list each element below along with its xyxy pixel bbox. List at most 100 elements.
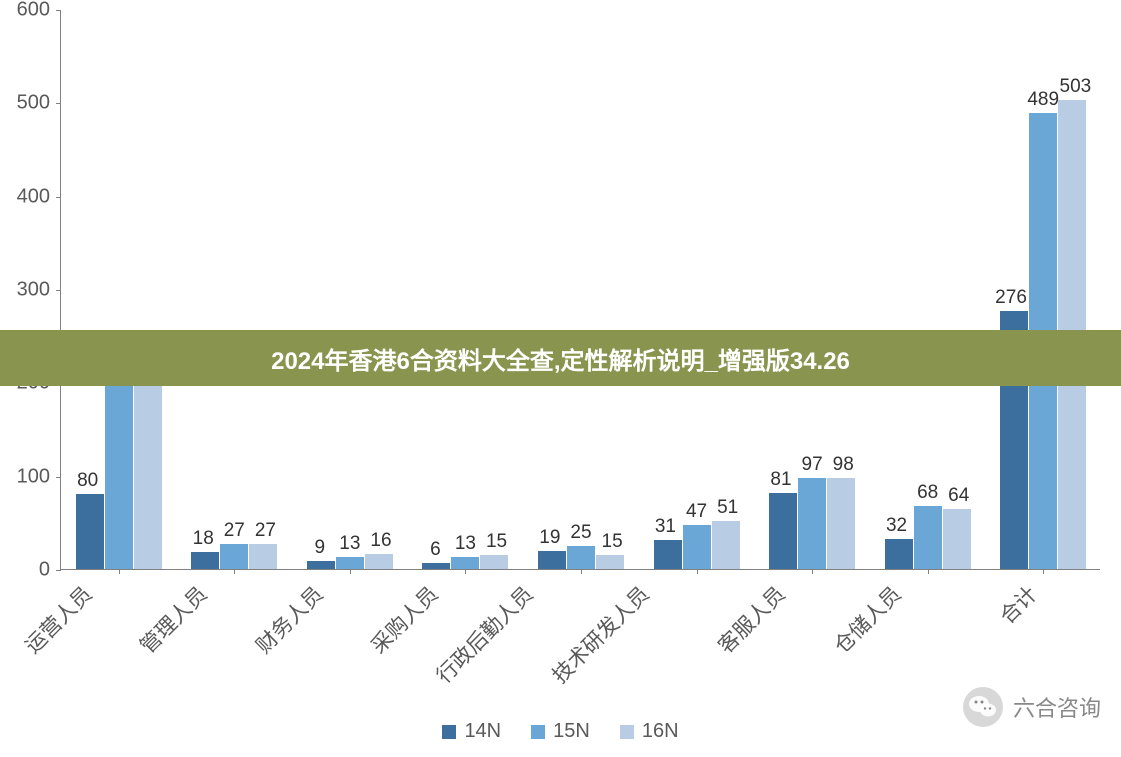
bar-value-label: 276 (995, 287, 1027, 309)
bar: 80 (76, 494, 104, 569)
y-tick-label: 300 (17, 279, 50, 302)
y-tick-label: 500 (17, 92, 50, 115)
bar: 25 (567, 546, 595, 569)
x-tick-mark (928, 569, 929, 574)
x-category-label: 客服人员 (711, 579, 792, 660)
bar: 19 (538, 551, 566, 569)
bar-value-label: 64 (948, 485, 969, 507)
y-tick-mark (56, 290, 61, 291)
x-tick-mark (234, 569, 235, 574)
bar-value-label: 503 (1060, 76, 1092, 98)
legend-swatch (442, 725, 456, 739)
bar-value-label: 6 (430, 539, 441, 561)
bar: 31 (654, 540, 682, 569)
bar-group: 182727管理人员 (177, 544, 293, 569)
bar: 15 (480, 555, 508, 569)
bar: 18 (191, 552, 219, 569)
legend-label: 15N (553, 720, 590, 743)
bar: 98 (827, 478, 855, 569)
watermark-text: 六合咨询 (1013, 691, 1101, 723)
x-tick-mark (350, 569, 351, 574)
bar: 199 (105, 383, 133, 569)
x-category-label: 技术研发人员 (544, 579, 654, 689)
bar-group: 819798客服人员 (754, 478, 870, 569)
bar: 27 (220, 544, 248, 569)
overlay-text: 2024年香港6合资料大全查,定性解析说明_增强版34.26 (271, 341, 850, 376)
bar: 15 (596, 555, 624, 569)
bar: 64 (943, 509, 971, 569)
bar-value-label: 31 (655, 516, 676, 538)
x-tick-mark (697, 569, 698, 574)
legend-label: 16N (642, 720, 679, 743)
y-tick-mark (56, 103, 61, 104)
x-category-label: 财务人员 (248, 579, 329, 660)
bar-value-label: 489 (1027, 89, 1059, 111)
bar-value-label: 32 (886, 515, 907, 537)
x-category-label: 管理人员 (133, 579, 214, 660)
bar-group: 91316财务人员 (292, 554, 408, 569)
y-tick-mark (56, 570, 61, 571)
bar-group: 61315采购人员 (408, 555, 524, 569)
plot-area: 80199217运营人员182727管理人员91316财务人员61315采购人员… (60, 10, 1100, 570)
bar: 217 (134, 366, 162, 569)
x-category-label: 合计 (993, 579, 1044, 630)
y-tick-label: 600 (17, 0, 50, 22)
x-tick-mark (1043, 569, 1044, 574)
y-tick-mark (56, 10, 61, 11)
bar: 27 (249, 544, 277, 569)
bar-value-label: 27 (255, 520, 276, 542)
bar-value-label: 68 (917, 482, 938, 504)
bar-value-label: 47 (686, 501, 707, 523)
x-tick-mark (812, 569, 813, 574)
bar-value-label: 25 (570, 522, 591, 544)
legend-label: 14N (464, 720, 501, 743)
bar: 51 (712, 521, 740, 569)
y-tick-mark (56, 197, 61, 198)
y-axis: 0100200300400500600 (10, 10, 60, 570)
bar: 32 (885, 539, 913, 569)
bar-value-label: 27 (224, 520, 245, 542)
x-tick-mark (465, 569, 466, 574)
bar-value-label: 16 (370, 530, 391, 552)
bar-value-label: 18 (193, 528, 214, 550)
legend-swatch (531, 725, 545, 739)
bar: 6 (422, 563, 450, 569)
bar-value-label: 19 (539, 527, 560, 549)
bar-value-label: 98 (833, 454, 854, 476)
y-tick-label: 400 (17, 185, 50, 208)
bar-value-label: 81 (770, 469, 791, 491)
x-category-label: 行政后勤人员 (429, 579, 539, 689)
y-tick-label: 100 (17, 465, 50, 488)
x-tick-mark (581, 569, 582, 574)
x-category-label: 运营人员 (17, 579, 98, 660)
bar: 9 (307, 561, 335, 569)
bar-group: 326864仓储人员 (870, 506, 986, 569)
bar-group: 192515行政后勤人员 (523, 546, 639, 569)
chart-container: 0100200300400500600 80199217运营人员182727管理… (60, 10, 1100, 570)
legend: 14N 15N 16N (0, 720, 1121, 743)
bar: 13 (451, 557, 479, 569)
bar: 16 (365, 554, 393, 569)
bar: 97 (798, 478, 826, 569)
x-tick-mark (119, 569, 120, 574)
bar-value-label: 15 (486, 531, 507, 553)
x-category-label: 仓储人员 (826, 579, 907, 660)
watermark: 六合咨询 (963, 687, 1101, 727)
legend-item: 15N (531, 720, 590, 743)
legend-item: 14N (442, 720, 501, 743)
bar: 13 (336, 557, 364, 569)
legend-swatch (620, 725, 634, 739)
legend-item: 16N (620, 720, 679, 743)
bar-value-label: 13 (455, 533, 476, 555)
bar-value-label: 9 (315, 537, 326, 559)
bar-value-label: 13 (339, 533, 360, 555)
overlay-banner: 2024年香港6合资料大全查,定性解析说明_增强版34.26 (0, 330, 1121, 386)
bar: 68 (914, 506, 942, 569)
bar-value-label: 97 (802, 454, 823, 476)
bar-value-label: 80 (77, 470, 98, 492)
bar-value-label: 51 (717, 497, 738, 519)
bar-group: 80199217运营人员 (61, 366, 177, 569)
bar: 81 (769, 493, 797, 569)
bar-group: 314751技术研发人员 (639, 521, 755, 569)
x-category-label: 采购人员 (364, 579, 445, 660)
